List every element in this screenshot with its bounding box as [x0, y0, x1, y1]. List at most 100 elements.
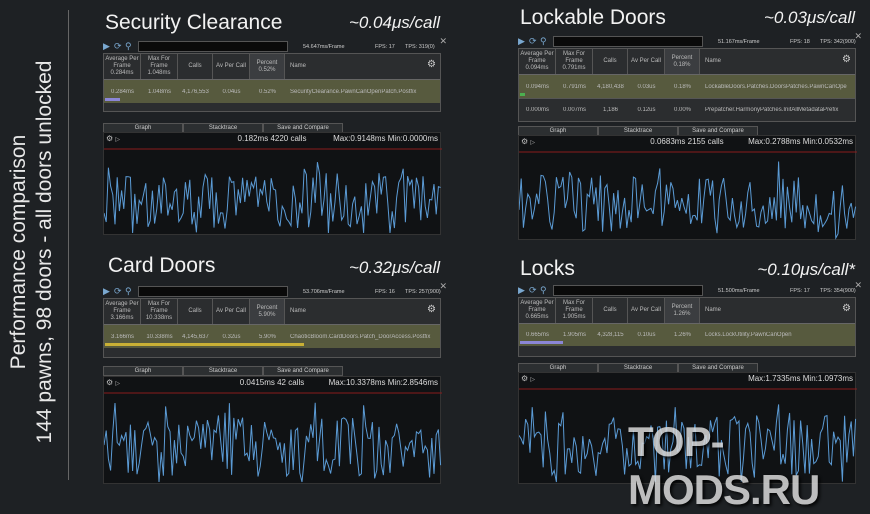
cell-avcall: 0.04us: [222, 88, 241, 95]
gear-icon[interactable]: ⚙: [842, 303, 851, 314]
cell-name: Locks.LockUtility.PawnCanOpen: [705, 332, 792, 338]
table-row[interactable]: 0.000ms 0.007ms 1,186 0.12us 0.00% Prepa…: [519, 98, 855, 121]
close-icon[interactable]: ✕: [439, 36, 447, 46]
col-max[interactable]: Max For Frame 10.338ms: [141, 299, 178, 324]
col-pct-label: Percent: [671, 54, 693, 61]
col-max[interactable]: Max For Frame 1.048ms: [141, 54, 178, 79]
col-avg[interactable]: Average Per Frame 0.665ms: [519, 298, 556, 323]
search-icon[interactable]: ⚲: [125, 41, 132, 51]
play-icon[interactable]: ▷: [530, 140, 536, 146]
col-avcall[interactable]: Av Per Call: [213, 299, 250, 324]
col-avg[interactable]: Average Per Frame 0.284ms: [104, 54, 141, 79]
col-percent[interactable]: Percent 0.52%: [250, 54, 285, 79]
col-calls[interactable]: Calls: [178, 299, 213, 324]
percent-bar: [105, 343, 305, 346]
cell-avcall: 0.10us: [637, 332, 656, 338]
col-calls[interactable]: Calls: [593, 298, 628, 323]
col-calls[interactable]: Calls: [593, 49, 628, 74]
col-name[interactable]: Name ⚙: [700, 49, 855, 74]
play-icon[interactable]: ▶: [103, 41, 110, 51]
timing-series: [104, 162, 441, 234]
section-title: Lockable Doors: [520, 6, 666, 29]
play-icon[interactable]: ▶: [518, 36, 525, 46]
col-pct-label: Percent: [256, 304, 278, 311]
col-name[interactable]: Name ⚙: [285, 54, 440, 79]
percent-bar: [520, 93, 526, 96]
search-input[interactable]: [138, 41, 288, 52]
play-icon[interactable]: ▷: [115, 137, 121, 143]
graph-max-min: Max:0.2788ms Min:0.0532ms: [748, 137, 853, 146]
table-row[interactable]: 0.284ms 1.048ms 4,176,553 0.04us 0.52% S…: [104, 80, 440, 103]
col-pct-label: Percent: [671, 303, 693, 310]
search-icon[interactable]: ⚲: [540, 285, 547, 295]
cell-calls: 4,328,115: [597, 332, 624, 338]
refresh-icon[interactable]: ⟳: [529, 36, 537, 46]
col-percent[interactable]: Percent 5.90%: [250, 299, 285, 324]
total-avg: 0.284ms: [110, 70, 134, 76]
cell-name: ChaoticBloom.CardDoors.Patch_DoorAccess.…: [290, 333, 431, 340]
section-title: Locks: [520, 257, 575, 280]
search-input[interactable]: [138, 286, 288, 297]
tab-graph[interactable]: Graph: [103, 366, 183, 376]
cell-name: Prepatcher.HarmonyPatches.InitAllMetadat…: [705, 107, 839, 113]
gear-icon[interactable]: ⚙: [521, 374, 529, 383]
search-input[interactable]: [553, 36, 703, 47]
cell-calls: 4,180,438: [597, 83, 624, 90]
toolbar: ▶ ⟳ ⚲ 53.706ms/Frame FPS: 16 TPS: 257(90…: [103, 281, 447, 298]
search-input[interactable]: [553, 285, 703, 296]
tab-stacktrace[interactable]: Stacktrace: [183, 366, 263, 376]
per-call-time: ~0.04μs/call: [348, 13, 440, 32]
play-icon[interactable]: ▷: [115, 381, 121, 387]
refresh-icon[interactable]: ⟳: [529, 285, 537, 295]
play-icon[interactable]: ▷: [530, 377, 536, 383]
table-header: Average Per Frame 0.665ms Max For Frame 1.…: [519, 298, 855, 324]
gear-icon[interactable]: ⚙: [427, 59, 436, 70]
profiler-panel: ▶ ⟳ ⚲ 51.500ms/Frame FPS: 17 TPS: 354(90…: [518, 280, 862, 357]
results-table: Average Per Frame 0.284ms Max For Frame 1.…: [103, 53, 441, 112]
cell-percent: 1.26%: [673, 332, 691, 338]
col-name[interactable]: Name ⚙: [700, 298, 855, 323]
refresh-icon[interactable]: ⟳: [114, 286, 122, 296]
col-avg[interactable]: Average Per Frame 3.166ms: [104, 299, 141, 324]
graph-max-min: Max:1.7335ms Min:1.0973ms: [748, 374, 853, 383]
table-row[interactable]: 0.665ms 1.905ms 4,328,115 0.10us 1.26% L…: [519, 324, 855, 346]
play-icon[interactable]: ▶: [103, 286, 110, 296]
col-calls[interactable]: Calls: [178, 54, 213, 79]
col-max-label: Max For Frame: [147, 301, 170, 314]
caption-line-2: 144 pawns, 98 doors - all doors unlocked: [33, 60, 56, 444]
tps: TPS: 354(900): [820, 287, 856, 294]
col-avg[interactable]: Average Per Frame 0.094ms: [519, 49, 556, 74]
col-avcall[interactable]: Av Per Call: [213, 54, 250, 79]
col-name-label: Name: [290, 308, 307, 314]
fps: FPS: 18: [790, 38, 810, 45]
search-icon[interactable]: ⚲: [125, 286, 132, 296]
gear-icon[interactable]: ⚙: [427, 304, 436, 315]
tab-save-compare[interactable]: Save and Compare: [263, 366, 343, 376]
refresh-icon[interactable]: ⟳: [114, 41, 122, 51]
close-icon[interactable]: ✕: [854, 280, 862, 290]
col-avg-label: Average Per Frame: [105, 56, 139, 69]
col-name[interactable]: Name ⚙: [285, 299, 440, 324]
col-max[interactable]: Max For Frame 1.905ms: [556, 298, 593, 323]
col-max[interactable]: Max For Frame 0.791ms: [556, 49, 593, 74]
col-name-label: Name: [290, 63, 307, 69]
gear-icon[interactable]: ⚙: [106, 378, 114, 387]
graph-plot: [104, 148, 442, 234]
col-avcall[interactable]: Av Per Call: [628, 49, 665, 74]
timing-graph: ⚙ ▷ Max:1.7335ms Min:1.0973ms: [518, 372, 857, 484]
table-row[interactable]: 3.166ms 10.338ms 4,145,637 0.32us 5.90% …: [104, 325, 440, 348]
total-avg: 3.166ms: [110, 315, 134, 321]
gear-icon[interactable]: ⚙: [106, 134, 114, 143]
col-percent[interactable]: Percent 1.26%: [665, 298, 700, 323]
gear-icon[interactable]: ⚙: [842, 54, 851, 65]
gear-icon[interactable]: ⚙: [521, 137, 529, 146]
results-table: Average Per Frame 3.166ms Max For Frame 10…: [103, 298, 441, 358]
close-icon[interactable]: ✕: [439, 281, 447, 291]
col-percent[interactable]: Percent 0.18%: [665, 49, 700, 74]
cell-percent: 5.90%: [258, 333, 276, 340]
table-row[interactable]: 0.094ms 0.791ms 4,180,438 0.03us 0.18% L…: [519, 75, 855, 98]
search-icon[interactable]: ⚲: [540, 36, 547, 46]
play-icon[interactable]: ▶: [518, 285, 525, 295]
col-avcall[interactable]: Av Per Call: [628, 298, 665, 323]
close-icon[interactable]: ✕: [854, 31, 862, 41]
